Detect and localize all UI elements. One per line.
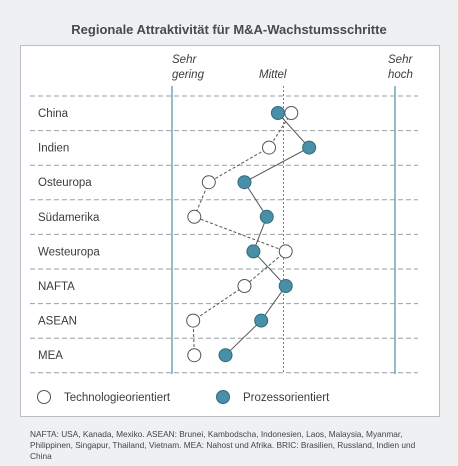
column-label-low-line1: Sehr (172, 54, 197, 66)
tech-series-line (192, 112, 292, 356)
category-label: Indien (38, 143, 69, 155)
proc-point (302, 140, 317, 155)
proc-point (237, 175, 252, 190)
footnote: NAFTA: USA, Kanada, Mexiko. ASEAN: Brune… (30, 429, 416, 461)
legend-tech-label: Technologieorientiert (64, 392, 171, 404)
proc-point (270, 106, 285, 120)
category-label: Osteuropa (38, 177, 92, 189)
chart-title: Regionale Attraktivität für M&A-Wachstum… (71, 22, 387, 37)
column-label-high-line2: hoch (388, 69, 413, 81)
category-label: Westeuropa (38, 246, 100, 258)
category-label: MEA (38, 350, 63, 362)
tech-point (262, 140, 277, 155)
proc-point (278, 279, 293, 293)
column-label-low-line2: gering (172, 69, 205, 81)
legend-proc-marker (216, 390, 230, 404)
tech-point (284, 106, 299, 120)
category-label: NAFTA (38, 281, 75, 293)
tech-point (187, 209, 202, 224)
tech-point (186, 313, 201, 328)
tech-point (278, 244, 293, 259)
chart-svg: Sehr gering Mittel Sehr hoch China Indien… (30, 54, 418, 404)
proc-point (246, 244, 261, 259)
tech-point (237, 279, 252, 293)
category-label: ASEAN (38, 316, 77, 328)
proc-point (218, 348, 233, 363)
proc-point (254, 313, 269, 328)
tech-point (187, 348, 202, 363)
category-label: Südamerika (38, 212, 100, 224)
legend-tech-marker (37, 390, 51, 404)
column-label-mid: Mittel (259, 69, 287, 81)
tech-point (201, 175, 216, 190)
legend: Technologieorientiert Prozessorientiert (37, 390, 330, 404)
category-label: China (38, 108, 69, 120)
proc-point (259, 209, 274, 224)
legend-proc-label: Prozessorientiert (243, 392, 330, 404)
column-label-high-line1: Sehr (388, 54, 413, 66)
proc-series-line (225, 112, 310, 356)
